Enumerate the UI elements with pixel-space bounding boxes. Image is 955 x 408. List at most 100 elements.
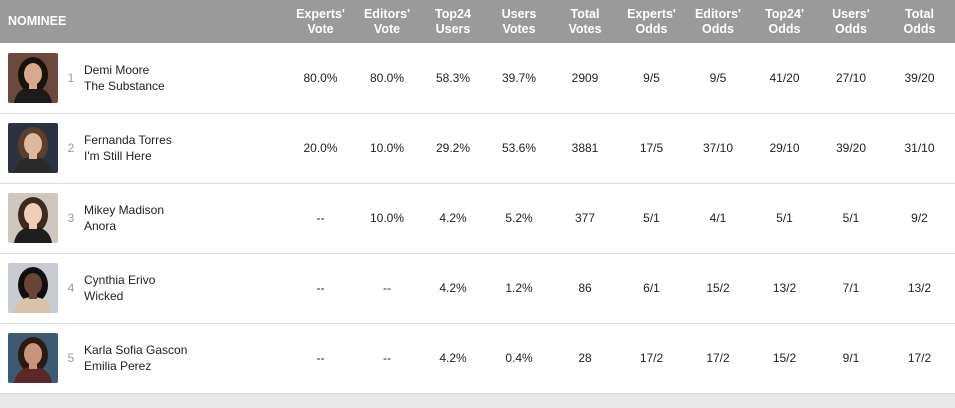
nominee-info: 4 Cynthia Erivo Wicked <box>8 263 287 313</box>
cell-total-votes: 3881 <box>571 141 599 155</box>
nominee-rank: 4 <box>67 281 75 295</box>
nominee-name[interactable]: Cynthia Erivo <box>84 273 156 287</box>
header-nominee[interactable]: NOMINEE <box>8 14 67 28</box>
cell-users-votes: 53.6% <box>501 141 537 155</box>
cell-users-odds: 7/1 <box>842 281 860 295</box>
nominee-names: Karla Sofia Gascon Emilia Perez <box>84 342 187 374</box>
table-row[interactable]: 3 Mikey Madison Anora -- 10.0% 4.2% 5.2% 377 5/1… <box>0 183 955 253</box>
table-row[interactable]: 5 Karla Sofia Gascon Emilia Perez -- -- 4.2% 0… <box>0 323 955 393</box>
cell-experts-vote: -- <box>316 351 325 365</box>
nominee-cell: 1 Demi Moore The Substance <box>0 43 287 113</box>
nominee-name[interactable]: Fernanda Torres <box>84 133 172 147</box>
cell-editors-vote: 80.0% <box>369 70 405 85</box>
cell-experts-odds: 6/1 <box>643 281 660 295</box>
header-experts-odds[interactable]: Experts' Odds <box>627 6 676 36</box>
header-top24-users[interactable]: Top24 Users <box>435 6 471 36</box>
cell-editors-odds: 37/10 <box>702 141 734 155</box>
cell-editors-vote: 10.0% <box>369 141 405 155</box>
table-row[interactable]: 1 Demi Moore The Substance 80.0% 80.0% 58.3% 3… <box>0 43 955 113</box>
cell-experts-vote: 20.0% <box>303 141 338 155</box>
cell-users-odds: 27/10 <box>835 70 867 85</box>
cell-total-odds: 31/10 <box>904 141 935 155</box>
cell-experts-vote: -- <box>316 211 325 225</box>
nominee-names: Fernanda Torres I'm Still Here <box>84 132 172 164</box>
cell-users-votes: 39.7% <box>501 70 537 85</box>
header-top24-odds[interactable]: Top24' Odds <box>765 6 804 36</box>
cell-experts-odds: 17/2 <box>639 351 664 365</box>
cell-experts-vote: -- <box>316 281 325 295</box>
nominee-rank: 3 <box>67 211 75 225</box>
cell-top24-users: 4.2% <box>439 211 467 225</box>
cell-top24-odds: 13/2 <box>772 281 797 295</box>
cell-top24-odds: 29/10 <box>769 141 800 155</box>
nominee-odds-table: NOMINEE Experts' Vote Editors' Vote Top24 U… <box>0 0 955 394</box>
cell-top24-users: 4.2% <box>439 281 467 295</box>
cell-total-odds: 13/2 <box>907 281 932 295</box>
nominee-film: The Substance <box>84 78 165 93</box>
cell-total-votes: 377 <box>574 211 596 225</box>
table-row[interactable]: 2 Fernanda Torres I'm Still Here 20.0% 10.0%… <box>0 113 955 183</box>
nominee-name[interactable]: Demi Moore <box>84 62 150 77</box>
nominee-info: 3 Mikey Madison Anora <box>8 193 287 243</box>
header-editors-odds[interactable]: Editors' Odds <box>694 6 742 36</box>
nominee-cell: 2 Fernanda Torres I'm Still Here <box>0 113 287 183</box>
nominee-name[interactable]: Mikey Madison <box>84 203 165 217</box>
nominee-rank: 5 <box>67 351 75 365</box>
cell-experts-odds: 5/1 <box>643 211 660 225</box>
cell-experts-odds: 9/5 <box>643 70 660 85</box>
header-total-odds[interactable]: Total Odds <box>903 6 936 36</box>
cell-users-votes: 1.2% <box>505 281 533 295</box>
table-row[interactable]: 4 Cynthia Erivo Wicked -- -- 4.2% 1.2% 86 6/1 15/… <box>0 253 955 323</box>
header-users-votes[interactable]: Users Votes <box>501 6 537 36</box>
cell-total-votes: 86 <box>578 281 592 295</box>
cell-editors-odds: 9/5 <box>709 70 727 85</box>
nominee-names: Demi Moore The Substance <box>84 62 165 94</box>
nominee-film: I'm Still Here <box>84 149 152 163</box>
nominee-rank: 1 <box>67 70 75 85</box>
header-total-votes[interactable]: Total Votes <box>568 6 602 36</box>
cell-total-votes: 2909 <box>571 70 599 85</box>
cell-total-odds: 17/2 <box>907 351 932 365</box>
nominee-info: 5 Karla Sofia Gascon Emilia Perez <box>8 333 287 383</box>
cell-editors-odds: 15/2 <box>706 281 730 295</box>
nominee-film: Anora <box>84 219 117 233</box>
cell-editors-vote: -- <box>383 351 391 365</box>
cell-top24-odds: 5/1 <box>776 211 793 225</box>
cell-top24-odds: 41/20 <box>769 70 800 85</box>
cell-experts-odds: 17/5 <box>639 141 664 155</box>
header-editors-vote[interactable]: Editors' Vote <box>363 6 411 36</box>
nominee-cell: 4 Cynthia Erivo Wicked <box>0 253 287 323</box>
nominee-cell: 5 Karla Sofia Gascon Emilia Perez <box>0 323 287 393</box>
table-header-row: NOMINEE Experts' Vote Editors' Vote Top24 U… <box>0 0 955 43</box>
nominee-names: Mikey Madison Anora <box>84 202 164 234</box>
cell-total-odds: 9/2 <box>911 211 928 225</box>
cell-top24-users: 58.3% <box>435 70 471 85</box>
cell-users-odds: 9/1 <box>842 351 860 365</box>
nominee-rank: 2 <box>67 141 75 155</box>
cell-total-odds: 39/20 <box>904 70 935 85</box>
nominee-photo[interactable] <box>8 123 58 173</box>
header-users-odds[interactable]: Users' Odds <box>832 6 870 36</box>
nominee-film: Wicked <box>84 289 124 303</box>
cell-top24-users: 4.2% <box>439 351 467 365</box>
nominee-names: Cynthia Erivo Wicked <box>84 272 155 304</box>
nominee-cell: 3 Mikey Madison Anora <box>0 183 287 253</box>
nominee-info: 1 Demi Moore The Substance <box>8 52 287 103</box>
nominee-film: Emilia Perez <box>84 359 152 373</box>
cell-top24-users: 29.2% <box>435 141 471 155</box>
cell-users-odds: 5/1 <box>842 211 860 225</box>
nominee-photo[interactable] <box>8 333 58 383</box>
cell-users-votes: 5.2% <box>505 211 533 225</box>
cell-total-votes: 28 <box>578 351 592 365</box>
cell-users-votes: 0.4% <box>505 351 533 365</box>
cell-editors-vote: 10.0% <box>369 211 405 225</box>
cell-editors-odds: 4/1 <box>709 211 727 225</box>
nominee-photo[interactable] <box>8 52 58 103</box>
nominee-photo[interactable] <box>8 193 58 243</box>
cell-editors-vote: -- <box>383 281 391 295</box>
nominee-name[interactable]: Karla Sofia Gascon <box>84 343 188 357</box>
nominee-info: 2 Fernanda Torres I'm Still Here <box>8 123 287 173</box>
nominee-photo[interactable] <box>8 263 58 313</box>
header-experts-vote[interactable]: Experts' Vote <box>296 6 345 36</box>
